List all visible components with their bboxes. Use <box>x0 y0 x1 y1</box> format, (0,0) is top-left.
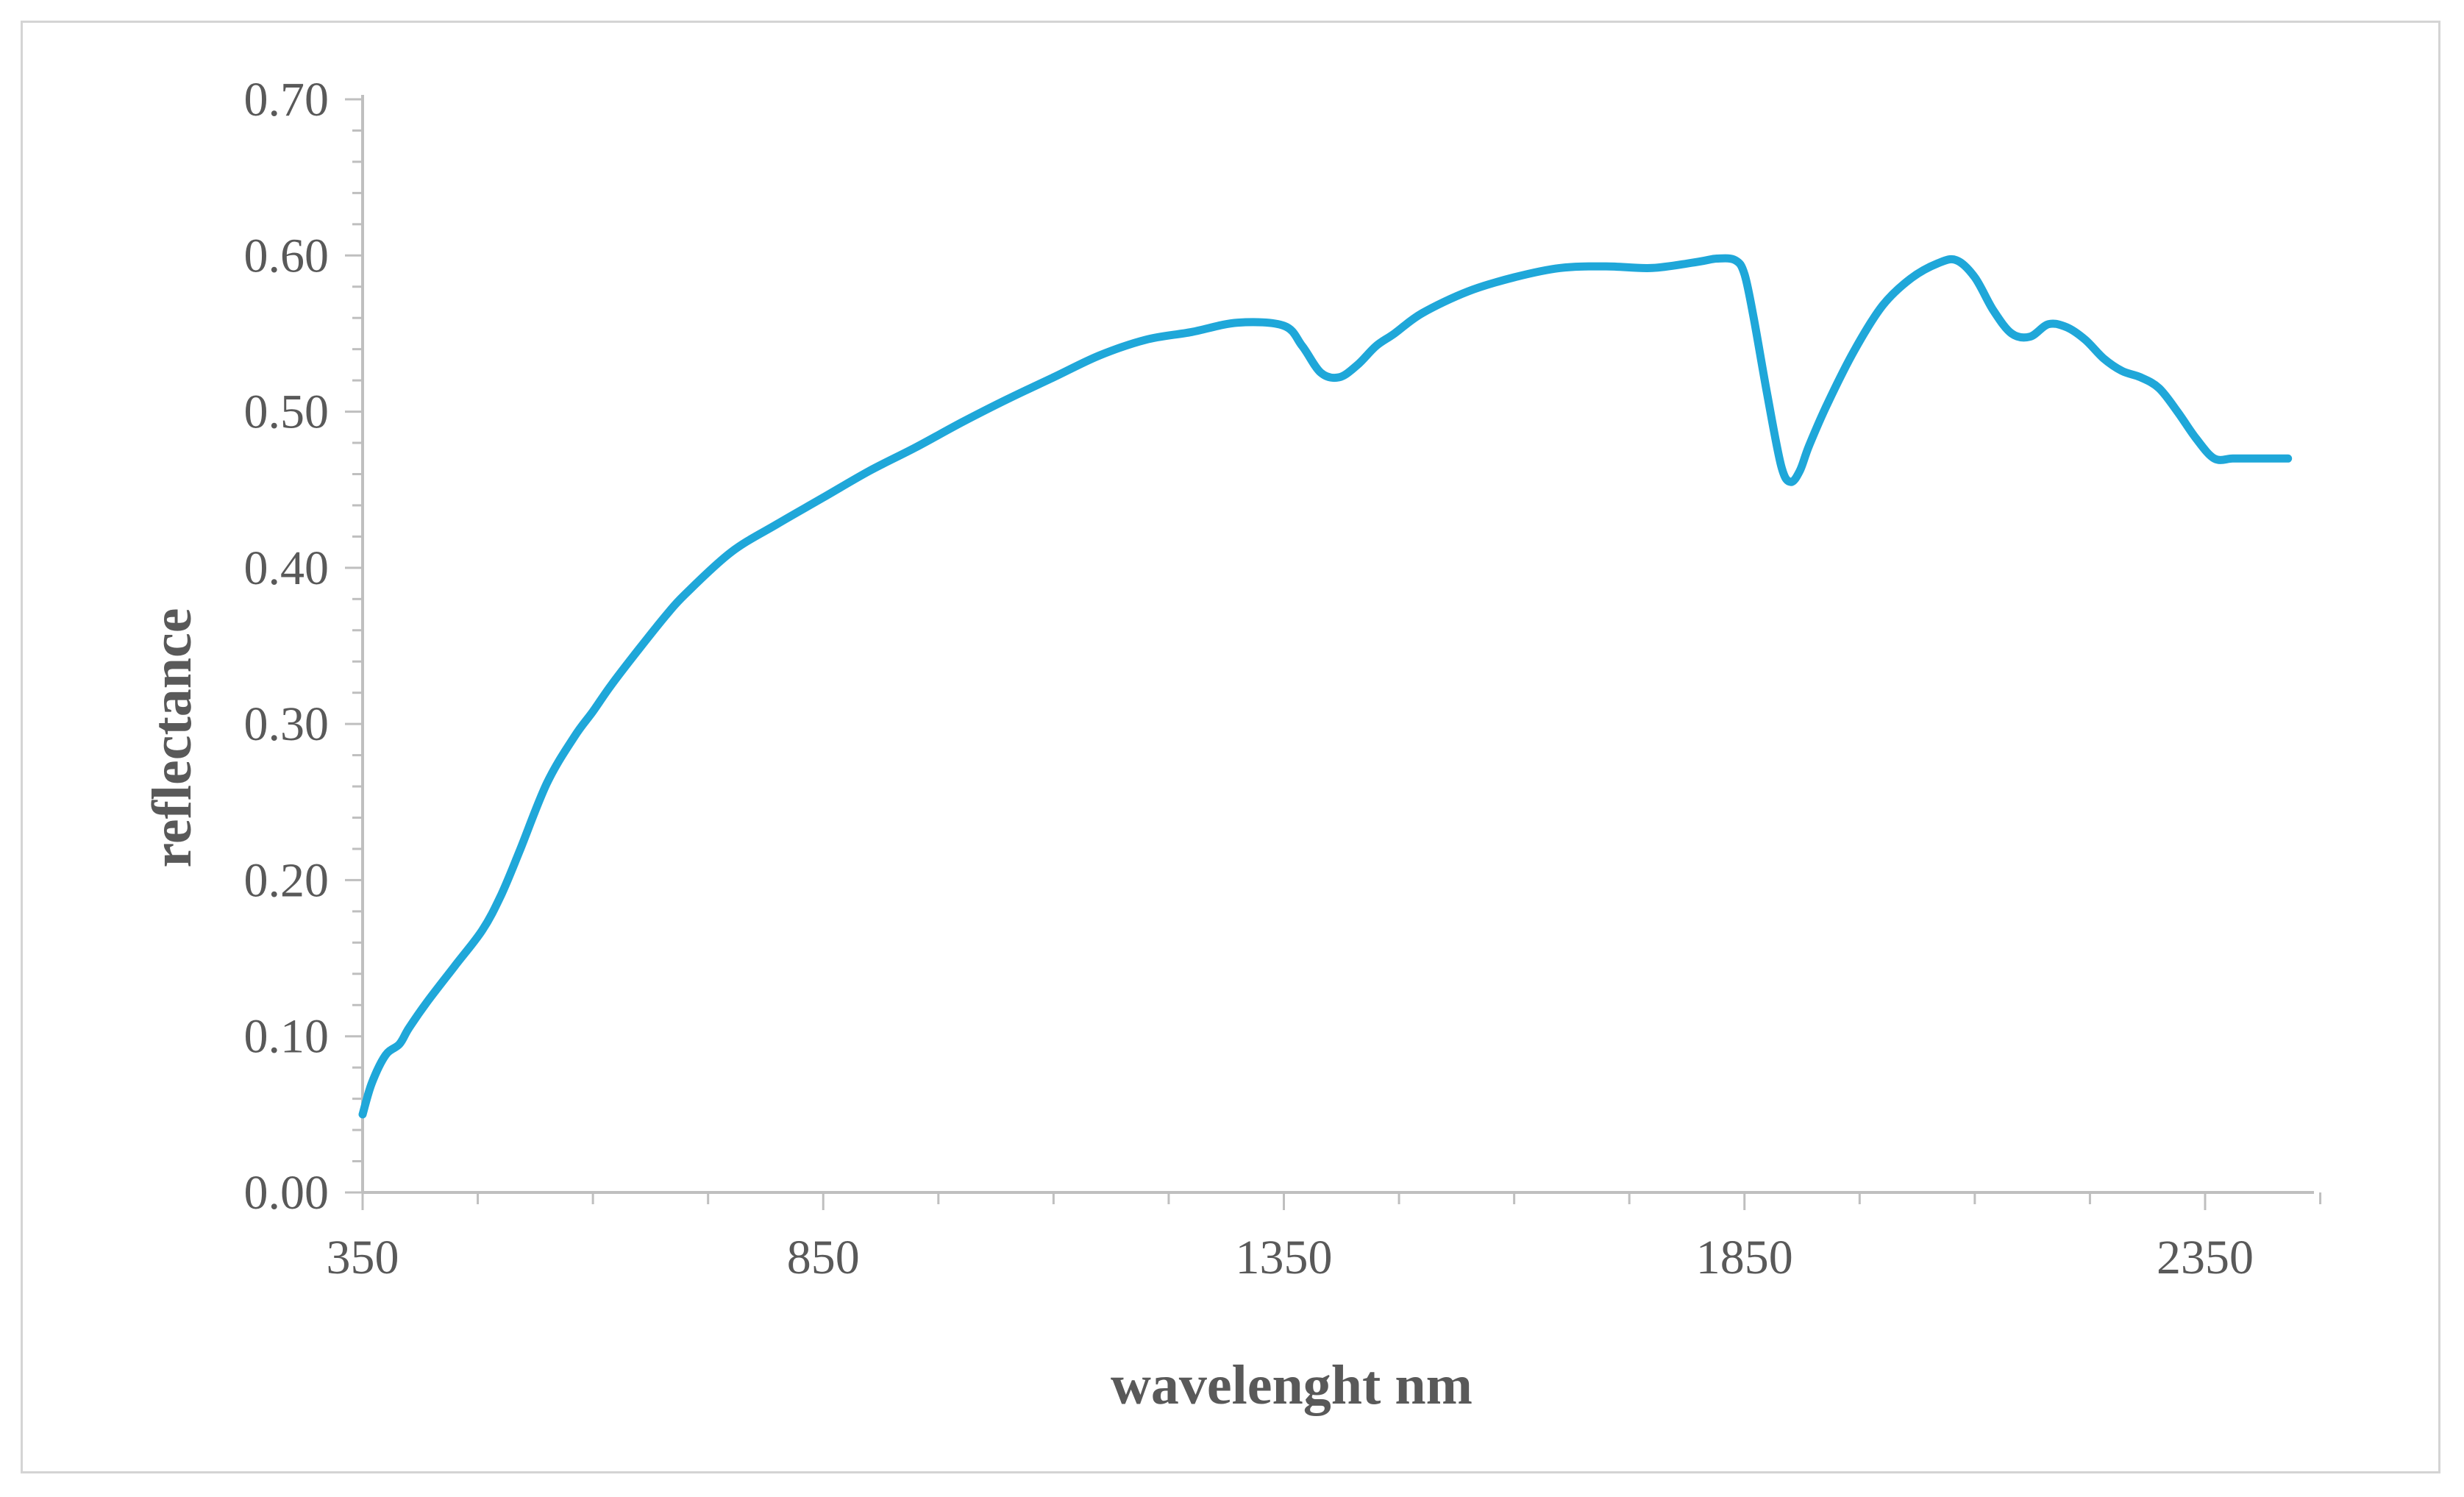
y-axis-title: reflectance <box>141 608 203 867</box>
x-tick-label: 2350 <box>2157 1231 2254 1284</box>
y-tick-label: 0.30 <box>244 697 330 751</box>
y-tick-label: 0.10 <box>244 1010 330 1064</box>
reflectance-series-line <box>358 254 2293 1119</box>
x-axis: 350 850 1350 1850 2350 <box>327 1191 2322 1284</box>
series-group <box>358 254 2293 1119</box>
y-tick-label: 0.50 <box>244 385 330 439</box>
y-tick-label: 0.20 <box>244 853 330 907</box>
x-tick-label: 1850 <box>1696 1231 1793 1284</box>
chart-frame: 0.00 0.10 0.20 0.30 0.40 0.50 0.60 0.70 350 850 1… <box>21 21 2440 1473</box>
x-axis-title: wavelenght nm <box>1111 1354 1473 1416</box>
x-tick-label: 850 <box>787 1231 860 1284</box>
y-axis: 0.00 0.10 0.20 0.30 0.40 0.50 0.60 0.70 <box>244 73 364 1220</box>
x-tick-label: 350 <box>327 1231 399 1284</box>
reflectance-chart: 0.00 0.10 0.20 0.30 0.40 0.50 0.60 0.70 350 850 1… <box>141 73 2322 1416</box>
y-tick-label: 0.70 <box>244 73 330 127</box>
y-tick-label: 0.60 <box>244 229 330 282</box>
y-tick-label: 0.00 <box>244 1166 330 1220</box>
x-tick-label: 1350 <box>1236 1231 1333 1284</box>
y-tick-label: 0.40 <box>244 541 330 595</box>
